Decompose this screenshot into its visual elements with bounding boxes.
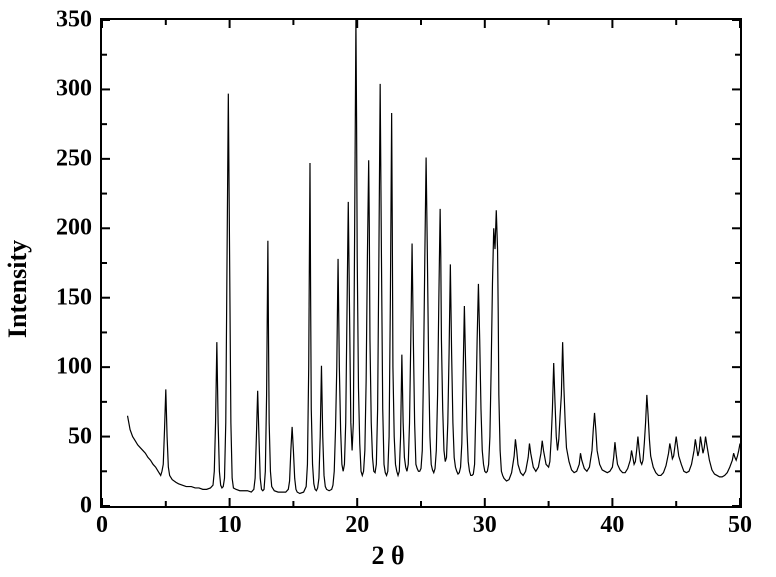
x-tick-label: 50 (728, 512, 752, 539)
x-tick-label: 0 (96, 512, 108, 539)
y-tick-labels: 050100150200250300350 (0, 18, 92, 508)
plot-svg (102, 20, 740, 506)
x-tick-label: 40 (600, 512, 624, 539)
x-tick-label: 30 (473, 512, 497, 539)
y-tick-label: 350 (2, 7, 92, 34)
y-tick-label: 50 (2, 423, 92, 450)
y-tick-label: 250 (2, 145, 92, 172)
x-tick-labels: 01020304050 (100, 512, 742, 542)
y-tick-label: 100 (2, 354, 92, 381)
x-tick-label: 10 (218, 512, 242, 539)
plot-area (100, 18, 742, 508)
xrd-chart: Intensity 050100150200250300350 01020304… (0, 0, 776, 577)
x-axis-label: 2 θ (371, 541, 404, 571)
x-tick-label: 20 (345, 512, 369, 539)
y-tick-label: 200 (2, 215, 92, 242)
y-tick-label: 150 (2, 284, 92, 311)
y-tick-label: 0 (2, 493, 92, 520)
y-tick-label: 300 (2, 76, 92, 103)
